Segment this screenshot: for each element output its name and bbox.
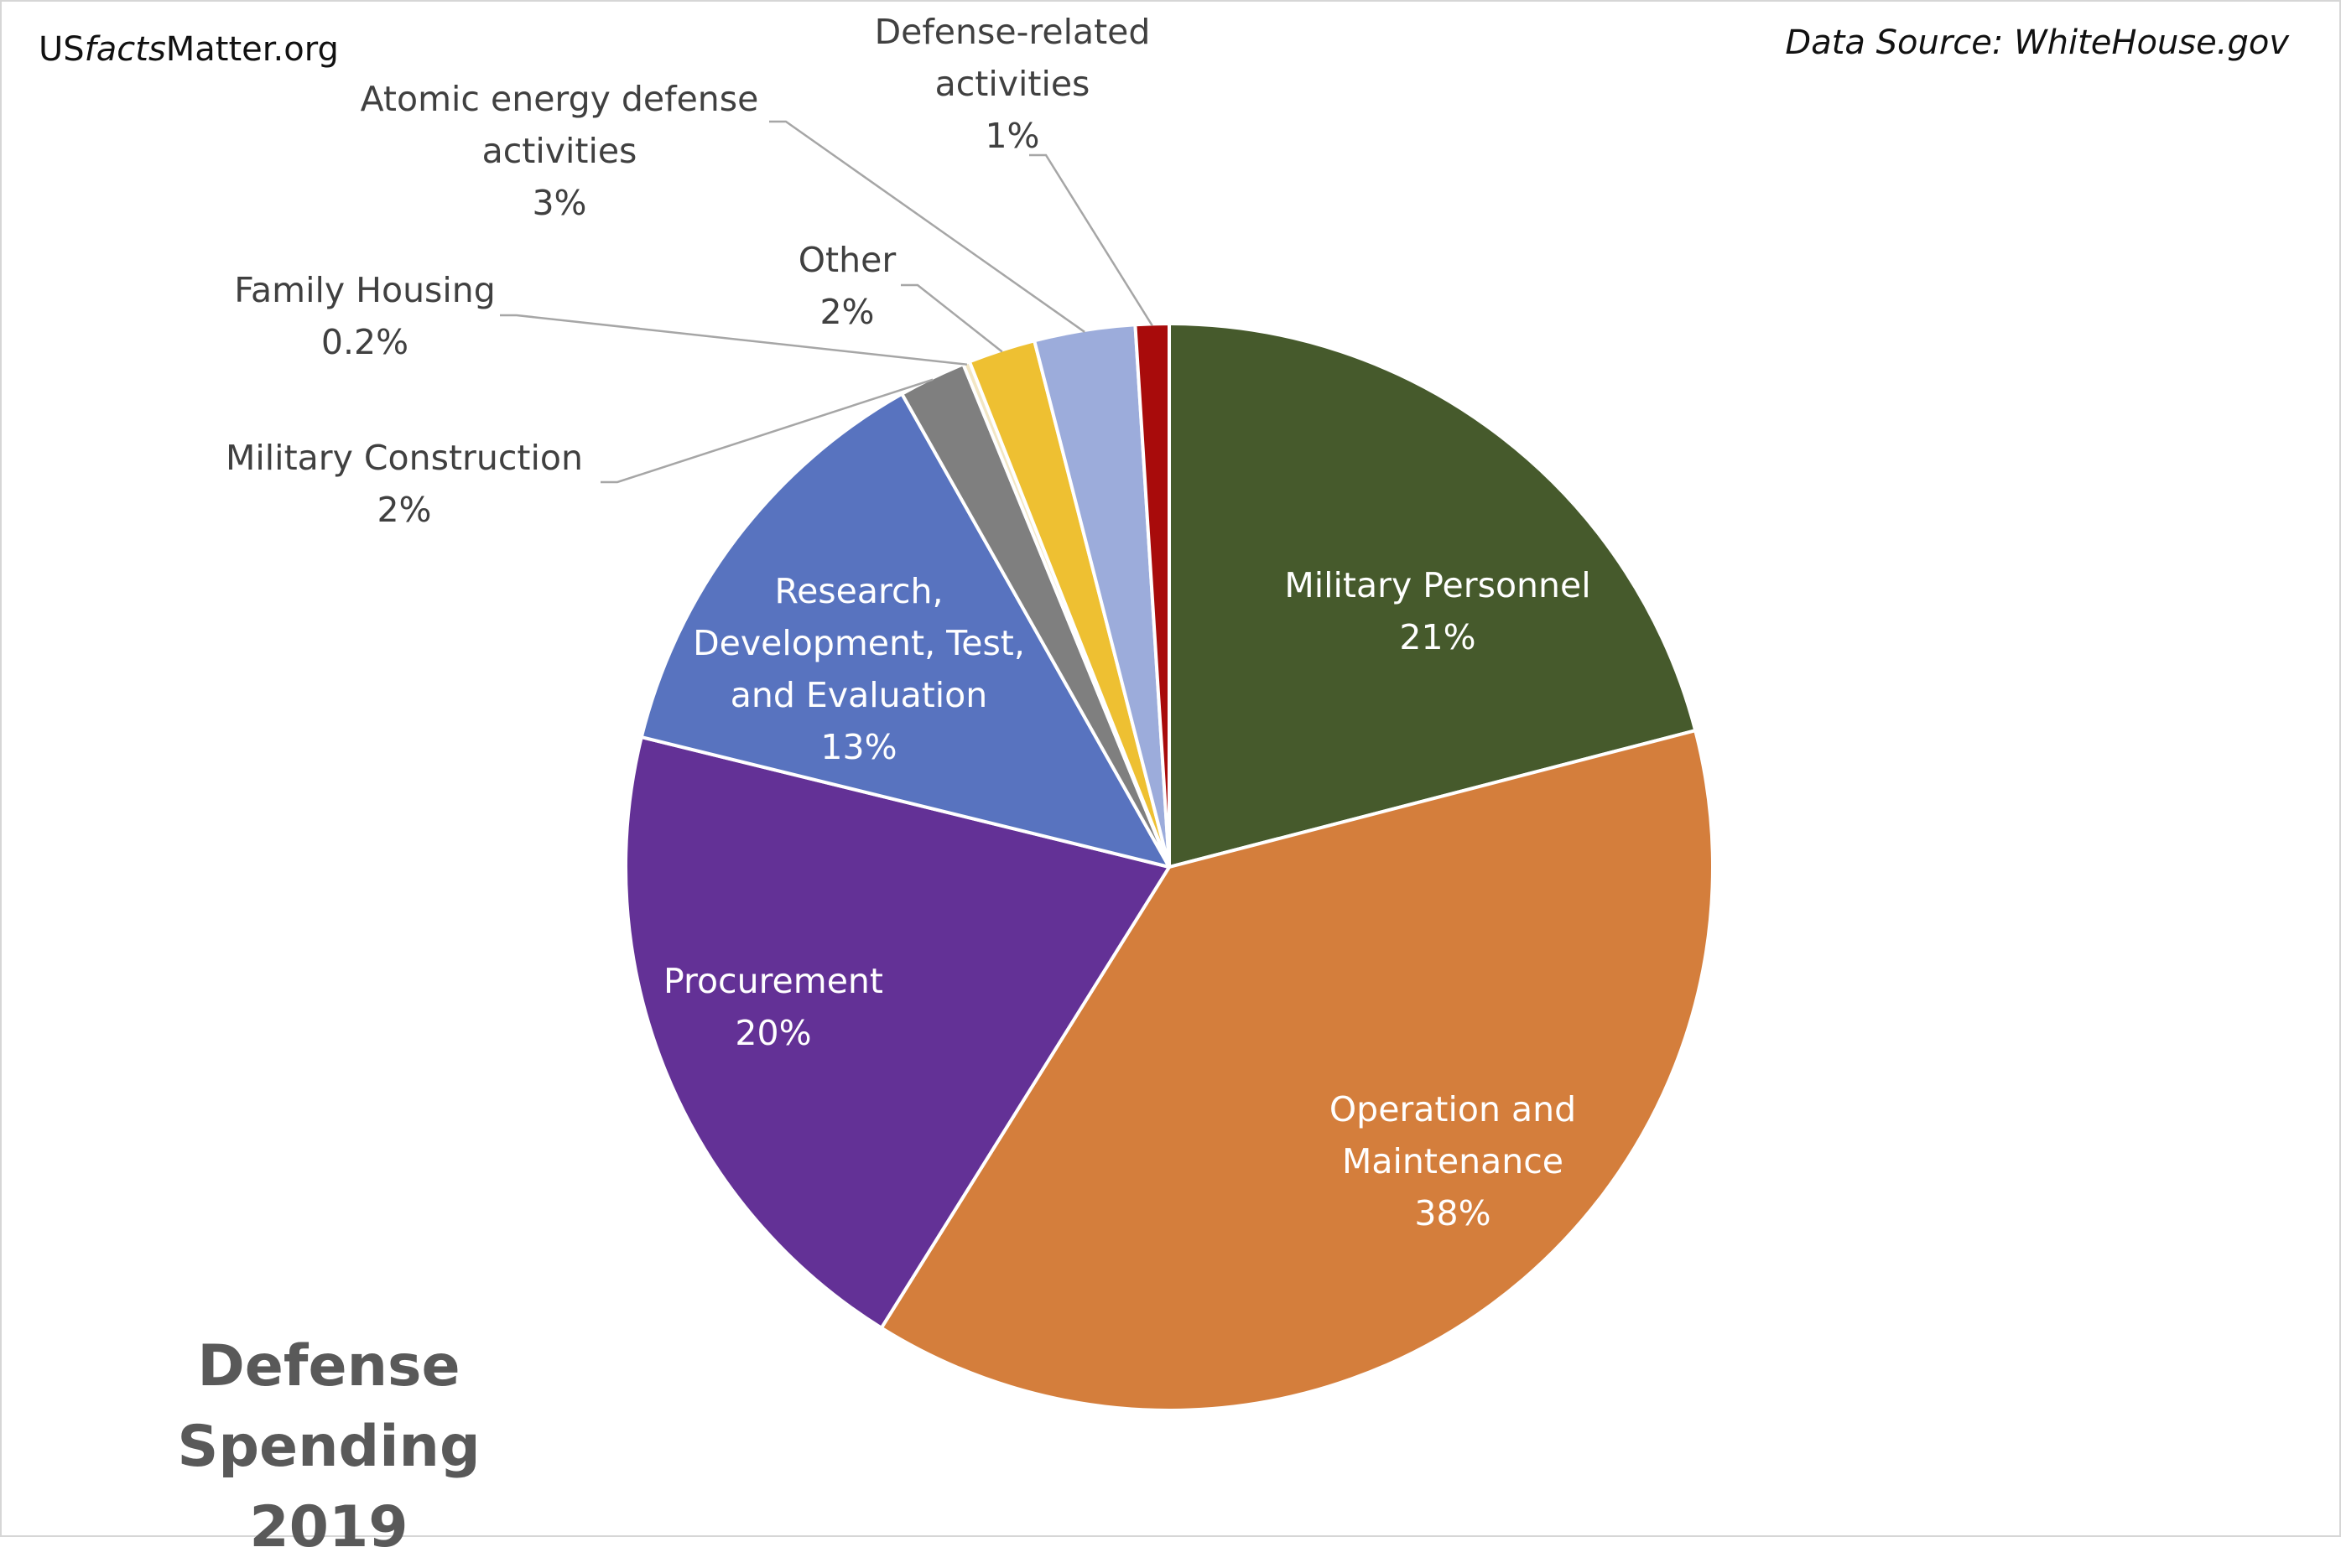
pie-slice-procurement <box>624 735 1171 1330</box>
slice-label-other: Other 2% <box>799 240 897 332</box>
pie-slice-military-personnel <box>1168 322 1698 869</box>
slice-label-line: Research, <box>774 571 943 611</box>
pie-chart: Military Personnel 21% Operation and Mainte… <box>226 12 1714 1413</box>
slice-label-line: 13% <box>820 727 897 767</box>
slice-label-line: Defense-related <box>875 12 1151 52</box>
slice-label-line: activities <box>482 131 637 171</box>
chart-title-line-1: Defense Spending <box>177 1333 481 1480</box>
slice-label-line: 2% <box>819 292 874 332</box>
leader-lines <box>500 120 1153 484</box>
slice-label-family-housing: Family Housing 0.2% <box>234 270 496 362</box>
slice-label-research-development-test-and-evaluation: Research, Development, Test, and Evaluatio… <box>693 571 1025 767</box>
pie-slice-research-development-test-and-evaluation <box>639 392 1171 869</box>
slice-label-atomic-energy-defense-activities: Atomic energy defense activities 3% <box>361 79 759 223</box>
slice-label-line: activities <box>935 64 1090 104</box>
leader-line-other <box>901 283 1003 353</box>
slice-label-defense-related-activities: Defense-related activities 1% <box>875 12 1151 156</box>
slice-label-line: Other <box>799 240 897 280</box>
slice-label-line: Procurement <box>663 961 883 1001</box>
pie-slices <box>624 322 1714 1413</box>
slice-label-line: Military Construction <box>226 438 583 478</box>
slice-label-line: 2% <box>377 490 431 530</box>
leader-line-military-construction <box>601 378 934 484</box>
slice-label-line: Atomic energy defense <box>361 79 759 119</box>
slice-label-line: Family Housing <box>234 270 496 310</box>
brand-prefix: US <box>39 30 85 69</box>
slice-label-military-personnel: Military Personnel 21% <box>1284 565 1590 657</box>
slice-label-line: 0.2% <box>321 322 408 362</box>
slice-label-line: 38% <box>1414 1193 1490 1233</box>
chart-title-line-2: 2019 <box>249 1494 408 1560</box>
slice-labels: Military Personnel 21% Operation and Mainte… <box>226 12 1591 1233</box>
slice-label-line: 1% <box>985 116 1039 156</box>
brand-suffix: Matter.org <box>165 30 339 69</box>
slice-label-line: Maintenance <box>1342 1141 1563 1181</box>
slice-label-military-construction: Military Construction 2% <box>226 438 583 530</box>
slice-label-line: Operation and <box>1329 1089 1576 1129</box>
brand-italic: facts <box>84 30 166 69</box>
slice-label-line: Development, Test, <box>693 623 1025 663</box>
slice-label-line: 21% <box>1399 617 1475 657</box>
brand-logo-text: USfactsMatter.org <box>39 30 339 69</box>
slice-label-line: 20% <box>735 1013 811 1053</box>
slice-label-line: Military Personnel <box>1284 565 1590 605</box>
slice-label-line: and Evaluation <box>731 675 988 715</box>
slice-label-line: 3% <box>532 183 586 223</box>
data-source: Data Source: WhiteHouse.gov <box>1785 23 2289 62</box>
chart-title: Defense Spending 2019 <box>52 1327 606 1568</box>
slice-label-operation-and-maintenance: Operation and Maintenance 38% <box>1329 1089 1576 1233</box>
leader-line-family-housing <box>500 314 968 366</box>
leader-line-atomic-energy-defense-activities <box>769 120 1085 333</box>
slice-label-procurement: Procurement 20% <box>663 961 883 1053</box>
leader-line-defense-related-activities <box>1029 153 1153 326</box>
pie-slice-operation-and-maintenance <box>879 729 1714 1413</box>
